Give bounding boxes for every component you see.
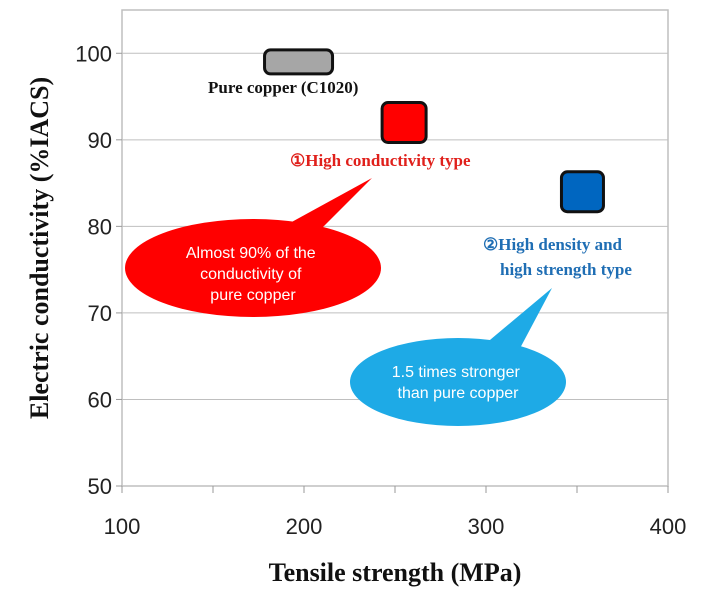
x-tick-label: 300	[468, 514, 505, 539]
callout-pointer	[268, 178, 372, 235]
y-tick-label: 50	[88, 474, 112, 499]
x-tick-label: 100	[104, 514, 141, 539]
point-label-high-strength-line: ②High density and	[483, 235, 623, 254]
x-tick-label: 200	[286, 514, 323, 539]
callout-bubble	[350, 338, 566, 426]
y-tick-label: 70	[88, 301, 112, 326]
point-label-pure-copper: Pure copper (C1020)	[208, 78, 358, 97]
data-point-marker	[263, 48, 335, 76]
callout-pointer	[478, 288, 552, 352]
callout-text-line: conductivity of	[200, 266, 302, 283]
point-label-high-conductivity: ①High conductivity type	[290, 151, 471, 170]
callout-text-line: than pure copper	[398, 385, 520, 402]
y-tick-label: 90	[88, 128, 112, 153]
data-points	[263, 48, 605, 214]
svg-text:1.5 times stronger than: 1.5 times stronger than pure copper	[392, 364, 525, 402]
svg-text:②High density and high str: ②High density and high strength type	[483, 235, 632, 279]
point-label-high-strength-line: high strength type	[500, 260, 632, 279]
callout-text-line: pure copper	[210, 287, 296, 304]
x-tick-label: 400	[650, 514, 687, 539]
callout-text-line: 1.5 times stronger	[392, 364, 521, 381]
y-tick-label: 80	[88, 214, 112, 239]
y-axis-title: Electric conductivity (%IACS)	[25, 77, 54, 419]
data-point-marker	[559, 170, 605, 214]
x-axis-ticks: 100 200 300 400	[104, 486, 687, 539]
callout-text-line: Almost 90% of the	[186, 245, 316, 262]
svg-text:Almost 90% of the conduc: Almost 90% of the conductivity of pure c…	[186, 245, 320, 304]
data-point-marker	[380, 101, 428, 145]
x-axis-title: Tensile strength (MPa)	[269, 558, 522, 587]
y-tick-label: 60	[88, 387, 112, 412]
callout-high-conductivity: Almost 90% of the conductivity of pure c…	[125, 178, 381, 317]
callout-high-strength: 1.5 times stronger than pure copper	[350, 288, 566, 426]
y-tick-label: 100	[75, 41, 112, 66]
callout-bubble	[125, 219, 381, 317]
y-axis-ticks: 50 60 70 80 90 100	[75, 41, 122, 499]
